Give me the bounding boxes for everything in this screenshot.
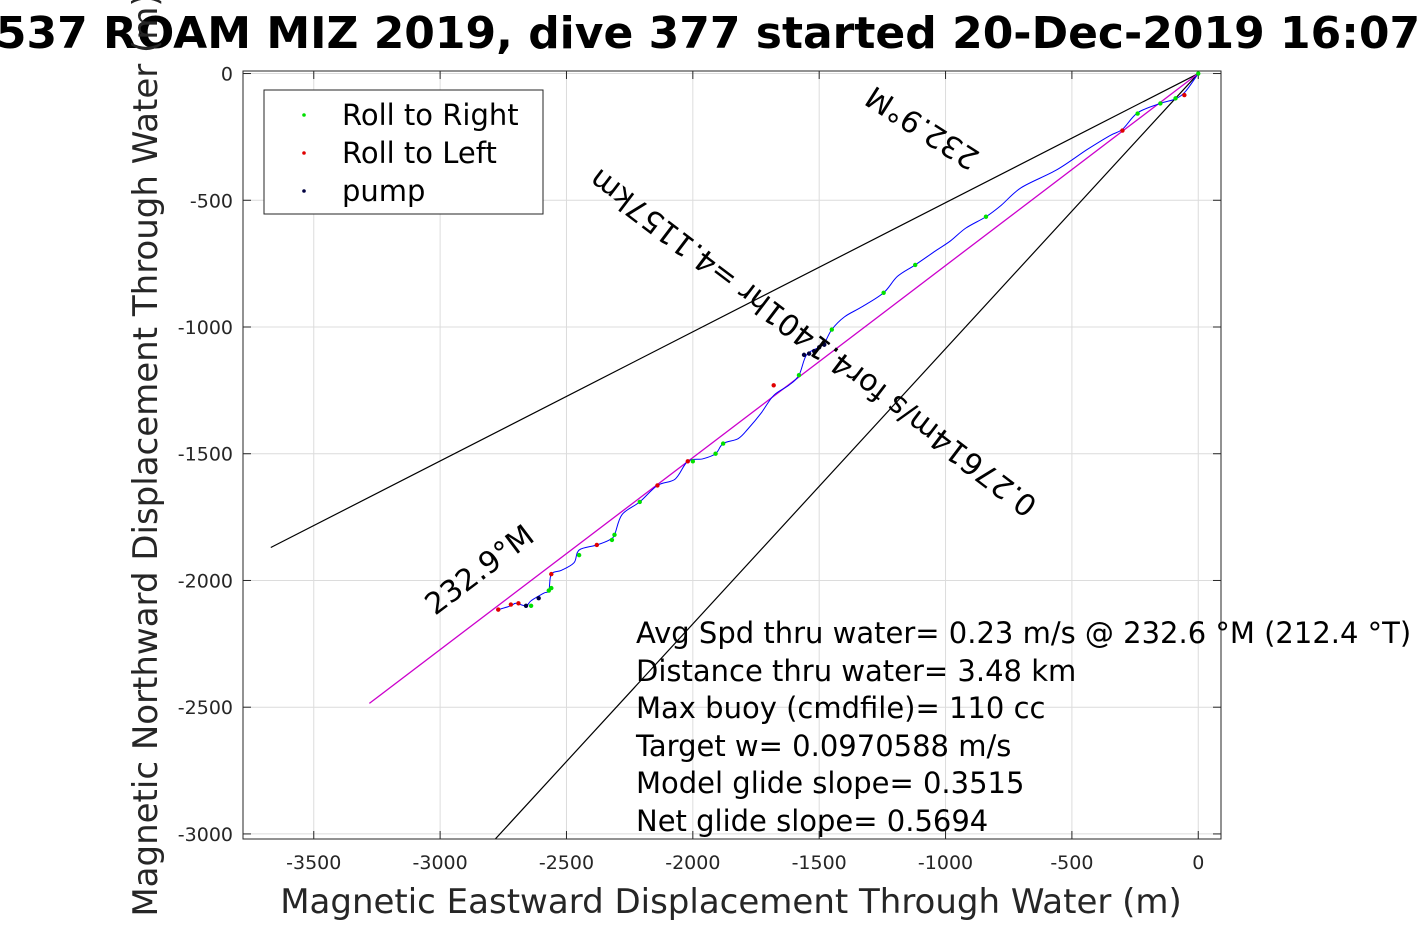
- x-axis-label: Magnetic Eastward Displacement Through W…: [280, 882, 1182, 922]
- legend-marker-roll-right: [302, 113, 306, 117]
- roll-left-point: [594, 542, 599, 548]
- roll-right-point: [546, 588, 551, 593]
- roll-right-point: [690, 459, 696, 464]
- roll-right-point: [1158, 101, 1163, 106]
- roll-left-point: [655, 483, 660, 488]
- roll-right-point: [720, 441, 726, 446]
- roll-left-point: [771, 383, 776, 388]
- x-tick-label: -1500: [792, 852, 847, 874]
- roll-right-point: [637, 499, 642, 505]
- track-line: [498, 73, 1199, 611]
- annotation-line: Max buoy (cmdfile)= 110 cc: [636, 691, 1045, 725]
- roll-right-point: [983, 214, 989, 219]
- markers: [496, 71, 1201, 612]
- legend-label-roll-left: Roll to Left: [342, 136, 497, 170]
- envelope-lines: [270, 73, 1199, 839]
- roll-right-point: [1173, 96, 1178, 101]
- plot-frame: [242, 70, 1222, 840]
- legend: Roll to Right Roll to Left pump: [263, 89, 544, 215]
- roll-right-point: [609, 537, 615, 543]
- annotation-line: Target w= 0.0970588 m/s: [635, 729, 1011, 763]
- roll-left-point: [496, 607, 501, 612]
- pump-point: [811, 348, 817, 354]
- pump-point: [801, 352, 807, 358]
- y-tick-label: -3000: [178, 824, 233, 846]
- pump-point: [822, 342, 827, 347]
- pump-point: [536, 596, 541, 601]
- x-tick-label: -2000: [665, 852, 720, 874]
- annotation-line: Model glide slope= 0.3515: [636, 766, 1024, 800]
- roll-left-point: [685, 459, 690, 464]
- pump-point: [816, 345, 822, 350]
- legend-marker-roll-left: [302, 151, 306, 155]
- legend-label-pump: pump: [342, 174, 425, 208]
- roll-left-point: [508, 602, 514, 607]
- roll-right-point: [796, 372, 802, 378]
- legend-marker-pump: [302, 189, 306, 193]
- roll-left-point: [1182, 92, 1187, 98]
- roll-right-point: [612, 532, 617, 538]
- roll-left-point: [549, 571, 554, 577]
- roll-right-point: [881, 290, 886, 295]
- roll-right-point: [1196, 71, 1201, 76]
- x-tick-label: -1000: [918, 852, 973, 874]
- roll-right-point: [576, 552, 582, 558]
- roll-right-point: [913, 262, 918, 268]
- chart-title: 537 ROAM MIZ 2019, dive 377 started 20-D…: [0, 8, 1417, 59]
- x-axis-ticks: -3500 -3000 -2500 -2000 -1500 -1000 -500 0: [286, 71, 1204, 874]
- grid: [243, 71, 1221, 839]
- x-tick-label: -500: [1050, 852, 1093, 874]
- roll-left-point: [516, 601, 521, 606]
- x-tick-label: -3000: [413, 852, 468, 874]
- roll-left-point: [1120, 128, 1125, 133]
- roll-right-point: [528, 603, 534, 609]
- envelope-line: [270, 73, 1199, 549]
- pump-point: [806, 351, 812, 356]
- envelope-line: [494, 73, 1199, 839]
- annotation-line: Distance thru water= 3.48 km: [636, 654, 1076, 688]
- y-tick-label: -1000: [178, 317, 233, 339]
- legend-box: [263, 89, 544, 215]
- roll-right-point: [713, 451, 718, 456]
- legend-label-roll-right: Roll to Right: [342, 98, 519, 132]
- y-axis-ticks: 0 -500 -1000 -1500 -2000 -2500 -3000: [178, 64, 1221, 846]
- x-tick-label: 0: [1192, 852, 1204, 874]
- y-tick-label: -2000: [178, 570, 233, 592]
- annotation-line: Net glide slope= 0.5694: [636, 804, 988, 838]
- annotation-text: Avg Spd thru water= 0.23 m/s @ 232.6 °M …: [635, 616, 1411, 838]
- annotation-line: Avg Spd thru water= 0.23 m/s @ 232.6 °M …: [636, 616, 1411, 650]
- pump-point: [523, 603, 529, 609]
- x-tick-label: -2500: [539, 852, 594, 874]
- y-tick-label: 0: [221, 64, 233, 86]
- x-tick-label: -3500: [286, 852, 341, 874]
- y-tick-label: -500: [190, 190, 233, 212]
- y-axis-label: Magnetic Northward Displacement Through …: [126, 0, 166, 917]
- roll-right-point: [829, 327, 835, 332]
- y-tick-label: -1500: [178, 444, 233, 466]
- roll-right-point: [1135, 111, 1140, 116]
- y-tick-label: -2500: [178, 697, 233, 719]
